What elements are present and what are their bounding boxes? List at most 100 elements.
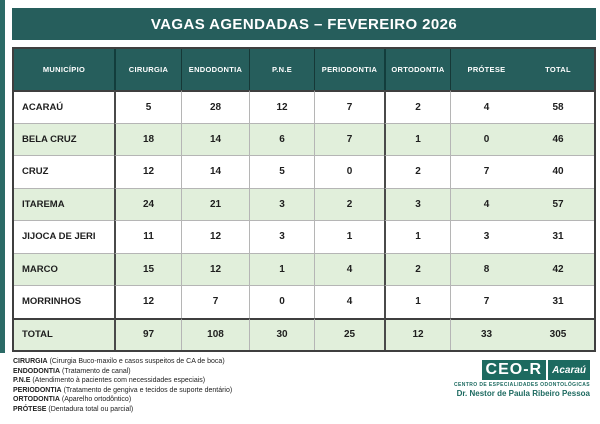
municipality-cell: MORRINHOS — [14, 285, 114, 318]
value-cell: 2 — [384, 90, 450, 123]
value-cell: 7 — [450, 285, 522, 318]
value-cell: 5 — [114, 90, 181, 123]
value-cell: 14 — [181, 155, 249, 188]
value-cell: 12 — [384, 317, 450, 350]
value-cell: 58 — [522, 90, 594, 123]
legend-description: (Tratamento de canal) — [62, 367, 131, 375]
value-cell: 0 — [249, 285, 314, 318]
value-cell: 12 — [181, 220, 249, 253]
value-cell: 108 — [181, 317, 249, 350]
legend-term: PRÓTESE — [13, 405, 47, 413]
logo: CEO-R Acaraú CENTRO DE ESPECIALIDADES OD… — [454, 360, 590, 398]
value-cell: 28 — [181, 90, 249, 123]
vagas-table: MUNICÍPIO CIRURGIA ENDODONTIA P.N.E PERIODON… — [12, 47, 596, 352]
value-cell: 1 — [249, 252, 314, 285]
value-cell: 0 — [450, 122, 522, 155]
legend-description: (Cirurgia Buco-maxilo e casos suspeitos … — [49, 358, 225, 365]
legend-item: PERIODONTIA (Tratamento de gengiva e tec… — [13, 386, 232, 396]
value-cell: 3 — [450, 220, 522, 253]
value-cell: 1 — [384, 122, 450, 155]
value-cell: 6 — [249, 122, 314, 155]
value-cell: 31 — [522, 285, 594, 318]
logo-tagline: Dr. Nestor de Paula Ribeiro Pessoa — [456, 389, 590, 398]
logo-banner: CEO-R Acaraú — [481, 360, 590, 380]
legend-term: CIRURGIA — [13, 358, 48, 365]
value-cell: 0 — [314, 155, 384, 188]
total-row-label: TOTAL — [14, 317, 114, 350]
value-cell: 3 — [384, 187, 450, 220]
value-cell: 4 — [450, 187, 522, 220]
value-cell: 2 — [384, 155, 450, 188]
value-cell: 12 — [114, 285, 181, 318]
legend: CIRURGIA (Cirurgia Buco-maxilo e casos s… — [13, 357, 232, 415]
value-cell: 3 — [249, 220, 314, 253]
column-header: PERIODONTIA — [314, 49, 384, 90]
value-cell: 7 — [314, 122, 384, 155]
value-cell: 57 — [522, 187, 594, 220]
value-cell: 21 — [181, 187, 249, 220]
value-cell: 1 — [314, 220, 384, 253]
column-header: ORTODONTIA — [384, 49, 450, 90]
legend-term: P.N.E — [13, 377, 31, 385]
value-cell: 2 — [384, 252, 450, 285]
column-header: ENDODONTIA — [181, 49, 249, 90]
value-cell: 7 — [181, 285, 249, 318]
value-cell: 4 — [314, 252, 384, 285]
value-cell: 11 — [114, 220, 181, 253]
municipality-cell: BELA CRUZ — [14, 122, 114, 155]
value-cell: 7 — [450, 155, 522, 188]
municipality-cell: ACARAÚ — [14, 90, 114, 123]
logo-acarau-label: Acaraú — [548, 360, 590, 380]
legend-item: ORTODONTIA (Aparelho ortodôntico) — [13, 395, 232, 405]
legend-item: PRÓTESE (Dentadura total ou parcial) — [13, 405, 232, 415]
value-cell: 5 — [249, 155, 314, 188]
value-cell: 12 — [114, 155, 181, 188]
value-cell: 25 — [314, 317, 384, 350]
legend-description: (Atendimento à pacientes com necessidade… — [32, 377, 206, 385]
legend-item: P.N.E (Atendimento à pacientes com neces… — [13, 376, 232, 386]
value-cell: 3 — [249, 187, 314, 220]
municipality-cell: JIJOCA DE JERI — [14, 220, 114, 253]
value-cell: 18 — [114, 122, 181, 155]
column-header: TOTAL — [522, 49, 594, 90]
column-header: MUNICÍPIO — [14, 49, 114, 90]
value-cell: 30 — [249, 317, 314, 350]
value-cell: 97 — [114, 317, 181, 350]
report-title: VAGAS AGENDADAS – FEVEREIRO 2026 — [150, 15, 458, 33]
municipality-cell: MARCO — [14, 252, 114, 285]
column-header: CIRURGIA — [114, 49, 181, 90]
logo-subtitle: CENTRO DE ESPECIALIDADES ODONTOLÓGICAS — [454, 382, 590, 388]
value-cell: 1 — [384, 220, 450, 253]
legend-description: (Dentadura total ou parcial) — [48, 405, 134, 413]
logo-ceor-label: CEO-R — [481, 360, 547, 380]
legend-description: (Tratamento de gengiva e tecidos de supo… — [63, 386, 233, 394]
value-cell: 40 — [522, 155, 594, 188]
legend-description: (Aparelho ortodôntico) — [61, 396, 132, 404]
value-cell: 4 — [450, 90, 522, 123]
column-header: P.N.E — [249, 49, 314, 90]
value-cell: 15 — [114, 252, 181, 285]
value-cell: 12 — [181, 252, 249, 285]
legend-item: ENDODONTIA (Tratamento de canal) — [13, 367, 232, 377]
value-cell: 24 — [114, 187, 181, 220]
value-cell: 12 — [249, 90, 314, 123]
left-edge-strip — [0, 0, 5, 353]
value-cell: 1 — [384, 285, 450, 318]
value-cell: 42 — [522, 252, 594, 285]
legend-term: ENDODONTIA — [13, 367, 61, 375]
value-cell: 46 — [522, 122, 594, 155]
value-cell: 8 — [450, 252, 522, 285]
value-cell: 33 — [450, 317, 522, 350]
value-cell: 31 — [522, 220, 594, 253]
column-header: PRÓTESE — [450, 49, 522, 90]
report-title-bar: VAGAS AGENDADAS – FEVEREIRO 2026 — [12, 8, 596, 40]
municipality-cell: ITAREMA — [14, 187, 114, 220]
legend-term: PERIODONTIA — [13, 386, 62, 394]
legend-term: ORTODONTIA — [13, 396, 60, 404]
value-cell: 14 — [181, 122, 249, 155]
value-cell: 4 — [314, 285, 384, 318]
value-cell: 2 — [314, 187, 384, 220]
municipality-cell: CRUZ — [14, 155, 114, 188]
value-cell: 7 — [314, 90, 384, 123]
